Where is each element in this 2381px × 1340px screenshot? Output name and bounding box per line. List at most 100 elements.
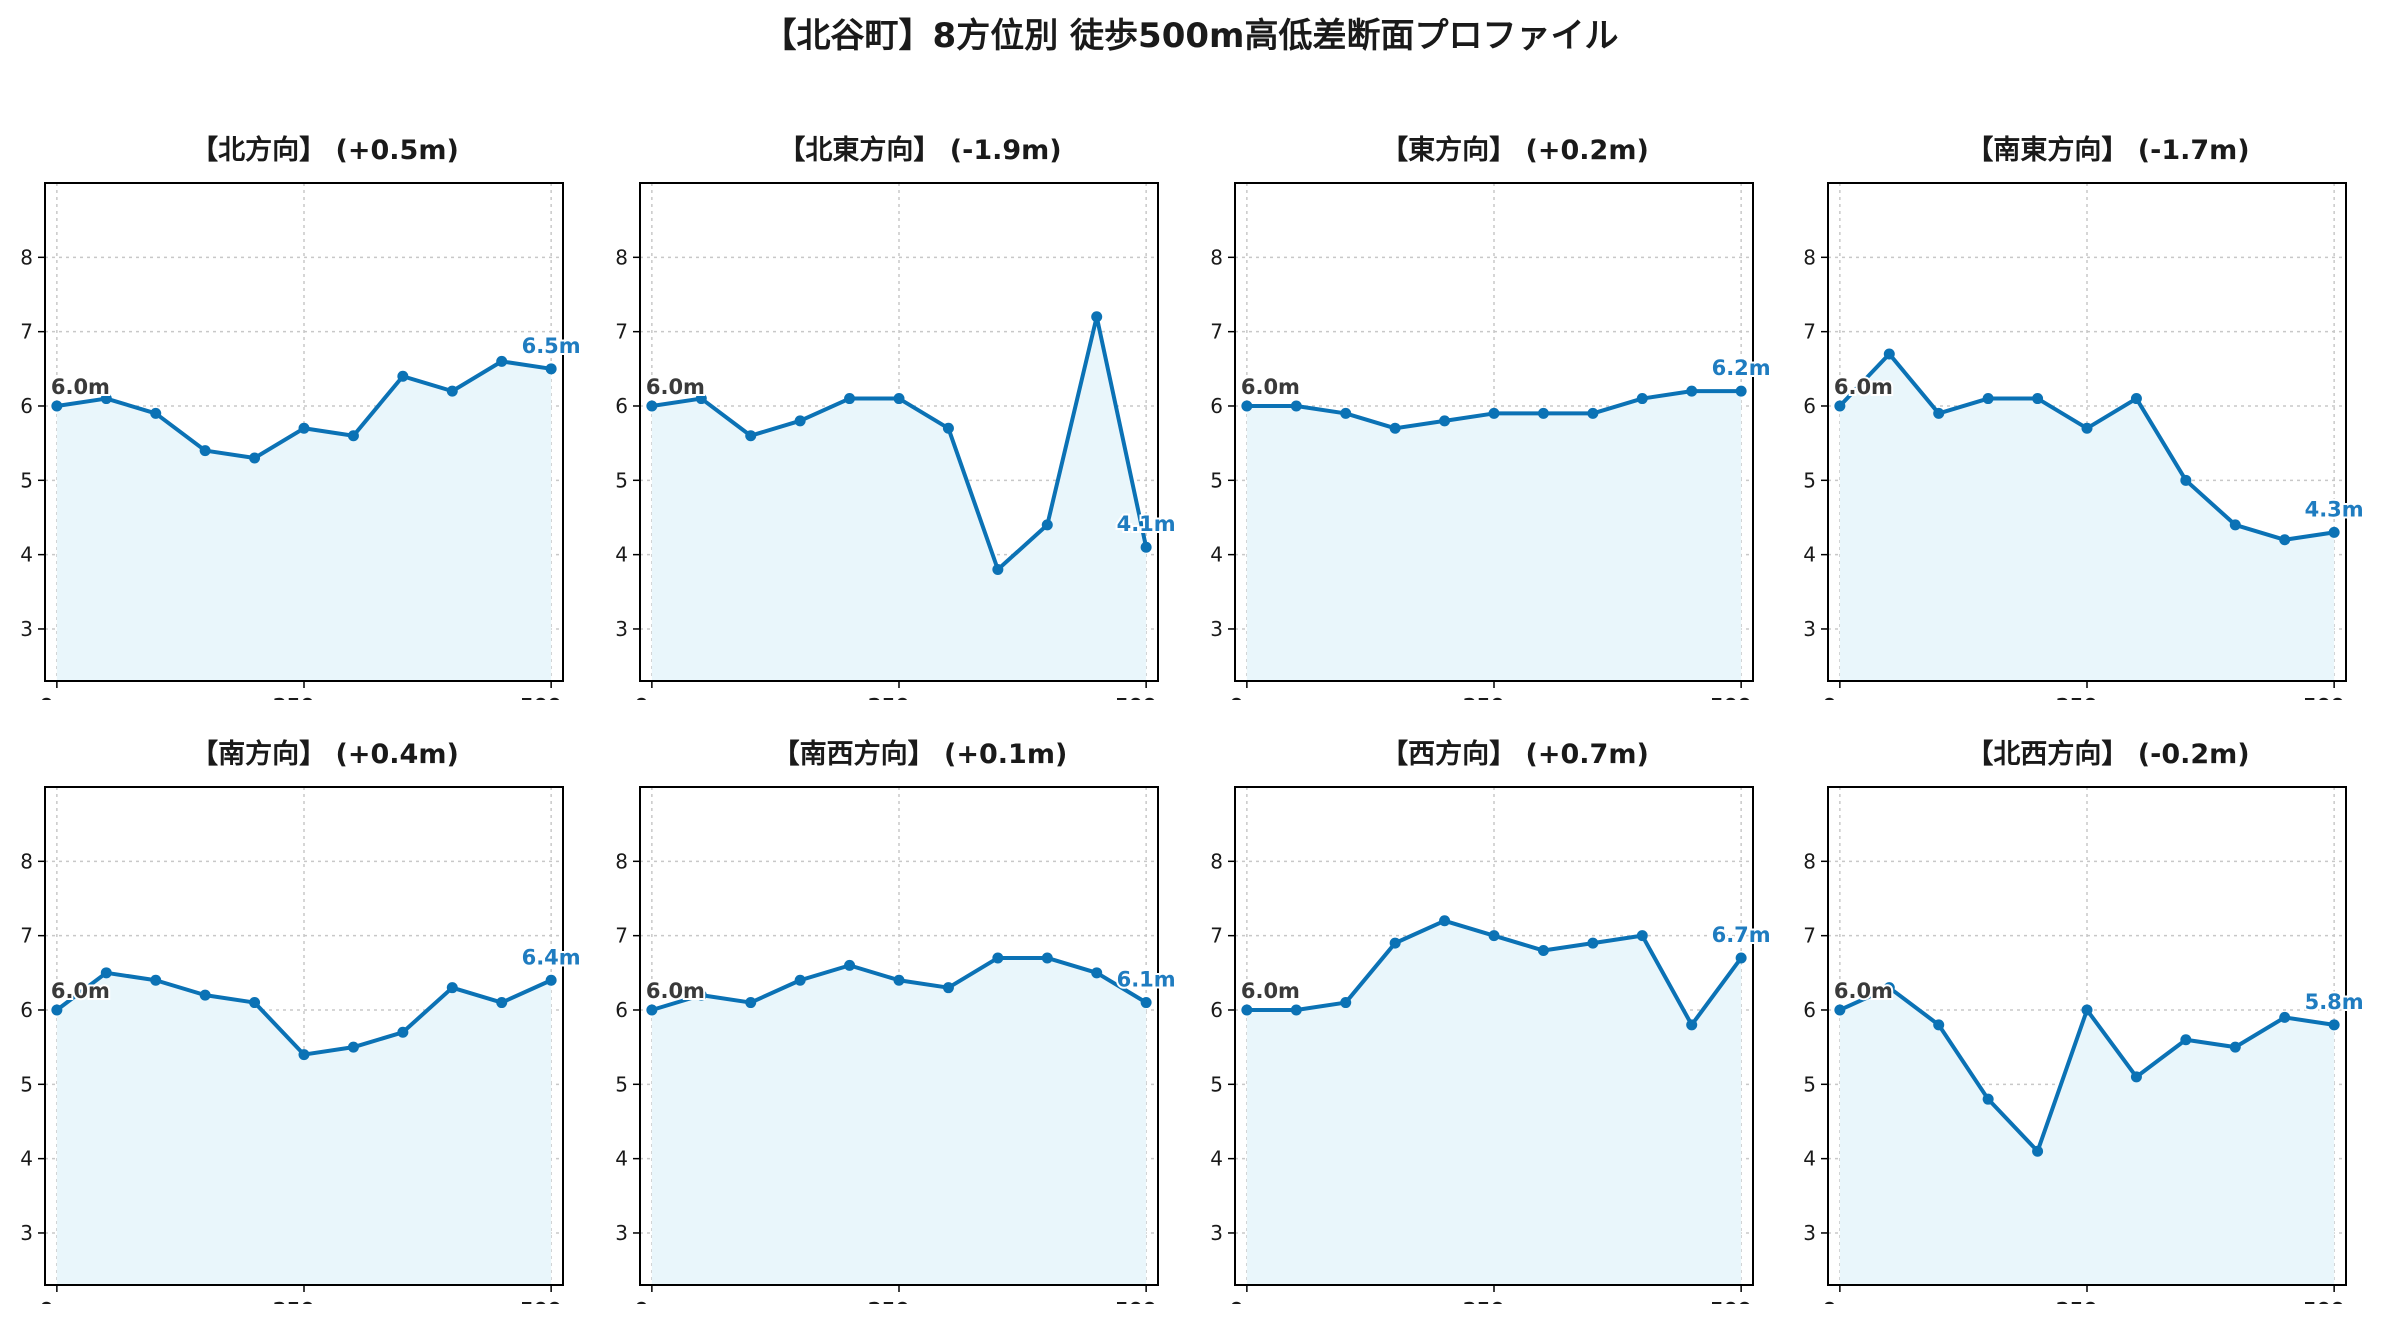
data-point [2180, 1034, 2192, 1046]
y-tick-label: 7 [1210, 924, 1223, 948]
data-point [2279, 1011, 2291, 1023]
y-tick-label: 7 [20, 320, 33, 344]
data-point [1140, 541, 1152, 553]
y-tick-label: 4 [1803, 1147, 1816, 1171]
data-point [199, 989, 211, 1001]
start-value-label: 6.0m [51, 375, 110, 399]
data-point [1439, 415, 1451, 427]
data-point [646, 1004, 658, 1016]
x-tick-label: 0m [1229, 694, 1264, 700]
start-value-label: 6.0m [1834, 979, 1893, 1003]
y-tick-label: 5 [20, 468, 33, 492]
data-point [1340, 997, 1352, 1009]
data-point [942, 422, 954, 434]
data-point [51, 400, 63, 412]
profile-chart: 3 4 5 6 7 8 0m 250m 500m 6.0m 6.1m [615, 786, 1178, 1304]
y-tick-label: 6 [615, 394, 628, 418]
data-point [298, 422, 310, 434]
x-tick-label: 250m [273, 1298, 336, 1304]
data-point [397, 1026, 409, 1038]
data-point [1488, 930, 1500, 942]
data-point [2328, 526, 2340, 538]
data-point [2032, 1145, 2044, 1157]
y-tick-label: 4 [1803, 543, 1816, 567]
x-tick-label: 500m [1115, 1298, 1178, 1304]
y-tick-label: 5 [1803, 1072, 1816, 1096]
x-tick-label: 250m [1463, 1298, 1526, 1304]
y-tick-label: 4 [1210, 1147, 1223, 1171]
data-point [100, 967, 112, 979]
data-point [1982, 393, 1994, 405]
y-tick-label: 4 [615, 1147, 628, 1171]
y-tick-label: 8 [1210, 849, 1223, 873]
profile-panel: 【南方向】 (+0.4m) 3 4 5 6 7 8 0m 250m 500m 6.0m 6.4m [5, 604, 605, 1304]
data-point [1686, 1019, 1698, 1031]
profile-chart: 3 4 5 6 7 8 0m 250m 500m 6.0m 6.4m [20, 786, 583, 1304]
data-point [893, 393, 905, 405]
data-point [199, 445, 211, 457]
y-tick-label: 4 [1210, 543, 1223, 567]
x-tick-label: 500m [2303, 694, 2366, 700]
y-tick-label: 6 [1210, 998, 1223, 1022]
data-point [100, 393, 112, 405]
data-point [1290, 400, 1302, 412]
panel-title: 【北東方向】 (-1.9m) [778, 135, 1062, 166]
data-point [2081, 422, 2093, 434]
data-point [893, 974, 905, 986]
start-value-label: 6.0m [51, 979, 110, 1003]
data-point [1091, 311, 1103, 323]
profile-chart: 3 4 5 6 7 8 0m 250m 500m 6.0m 4.1m [615, 182, 1178, 700]
data-point [1091, 967, 1103, 979]
data-point [2081, 1004, 2093, 1016]
data-point [1389, 937, 1401, 949]
y-tick-label: 5 [1210, 468, 1223, 492]
data-point [545, 974, 557, 986]
area-fill [56, 361, 552, 681]
x-tick-label: 250m [273, 694, 336, 700]
end-value-label: 6.1m [1117, 968, 1176, 992]
y-tick-label: 7 [615, 924, 628, 948]
panel-title: 【北西方向】 (-0.2m) [1966, 739, 2250, 770]
profile-chart: 3 4 5 6 7 8 0m 250m 500m 6.0m 6.2m [1210, 182, 1773, 700]
data-point [397, 370, 409, 382]
profile-panel: 【南東方向】 (-1.7m) 3 4 5 6 7 8 0m 250m 500m 6.0m 4.3m [1788, 0, 2381, 700]
data-point [150, 407, 162, 419]
area-fill [651, 316, 1147, 681]
y-tick-label: 6 [1210, 394, 1223, 418]
end-value-label: 5.8m [2305, 990, 2364, 1014]
data-point [1290, 1004, 1302, 1016]
data-point [1488, 407, 1500, 419]
data-point [249, 997, 261, 1009]
x-tick-label: 0m [1822, 1298, 1857, 1304]
x-tick-label: 500m [520, 694, 583, 700]
end-value-label: 4.3m [2305, 497, 2364, 521]
y-tick-label: 3 [1803, 617, 1816, 641]
x-tick-label: 0m [39, 1298, 74, 1304]
area-fill [1246, 920, 1742, 1285]
x-tick-label: 0m [39, 694, 74, 700]
y-tick-label: 3 [1803, 1221, 1816, 1245]
data-point [1933, 407, 1945, 419]
x-tick-label: 500m [1710, 694, 1773, 700]
data-point [2229, 1041, 2241, 1053]
y-tick-label: 4 [615, 543, 628, 567]
y-tick-label: 3 [615, 617, 628, 641]
y-tick-label: 6 [1803, 998, 1816, 1022]
area-fill [56, 972, 552, 1285]
data-point [1587, 407, 1599, 419]
y-tick-label: 8 [1210, 245, 1223, 269]
y-tick-label: 6 [20, 998, 33, 1022]
data-point [1883, 982, 1895, 994]
start-value-label: 6.0m [1834, 375, 1893, 399]
y-tick-label: 8 [1803, 245, 1816, 269]
end-value-label: 6.2m [1712, 356, 1771, 380]
data-point [695, 989, 707, 1001]
x-tick-label: 250m [2056, 694, 2119, 700]
data-point [1041, 952, 1053, 964]
data-point [545, 363, 557, 375]
y-tick-label: 8 [20, 849, 33, 873]
y-tick-label: 3 [615, 1221, 628, 1245]
start-value-label: 6.0m [646, 979, 705, 1003]
data-point [695, 393, 707, 405]
x-tick-label: 250m [868, 1298, 931, 1304]
